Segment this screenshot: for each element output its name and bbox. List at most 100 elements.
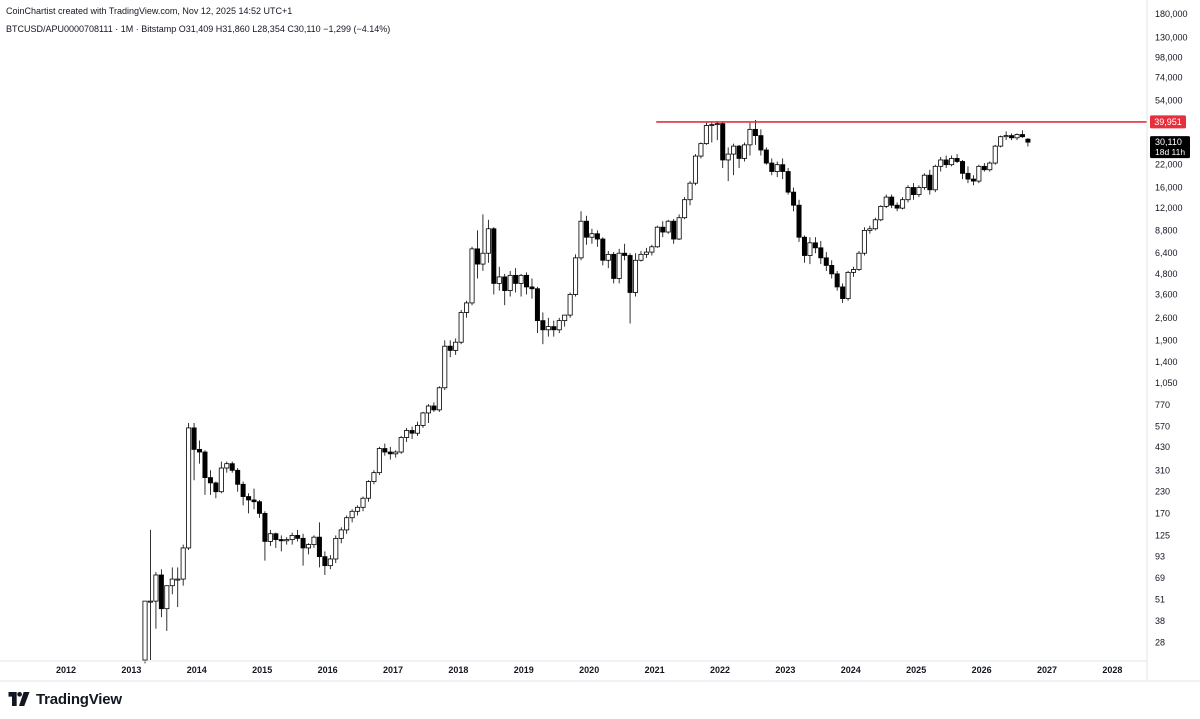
candle-body-down (960, 161, 966, 174)
candle (306, 543, 312, 555)
candle-body-down (300, 537, 306, 549)
price-axis[interactable]: 180,000 130,000 98,000 74,000 54,000 22,000 16… (1146, 0, 1188, 680)
candle (687, 181, 693, 206)
chart-credit: CoinChartist created with TradingView.co… (6, 6, 293, 16)
candle-body-up (692, 155, 698, 184)
resistance-price-label: 39,951 (1154, 117, 1182, 127)
candle-body-up (556, 320, 562, 331)
candle-body-down (894, 204, 900, 209)
candle-body-down (513, 274, 519, 284)
candle-body-up (453, 341, 459, 351)
price-tick-label: 8,800 (1155, 225, 1178, 235)
tradingview-brand[interactable]: TradingView (8, 688, 122, 710)
candle-body-up (545, 326, 551, 331)
candle (251, 488, 257, 510)
candle (545, 317, 551, 337)
candle (349, 509, 355, 523)
candle (840, 283, 846, 303)
time-tick-label: 2018 (448, 665, 468, 675)
candle-body-down (382, 448, 388, 453)
candle-body-up (485, 228, 491, 254)
candle (714, 120, 720, 141)
candle-body-down (600, 238, 606, 261)
price-tick-label: 54,000 (1155, 95, 1183, 105)
candle-body-down (611, 253, 617, 279)
candle-body-up (327, 558, 333, 567)
candle-body-up (747, 128, 753, 146)
candle-body-down (246, 496, 252, 501)
price-tick-label: 230 (1155, 487, 1170, 497)
candle-body-down (213, 482, 219, 493)
time-tick-label: 2024 (841, 665, 861, 675)
candle (409, 426, 415, 439)
candle-body-down (594, 233, 600, 240)
candle-body-down (801, 236, 807, 256)
candle-body-down (529, 286, 535, 290)
candle-body-down (447, 345, 453, 351)
candle (736, 144, 742, 169)
candle-body-up (638, 253, 644, 261)
candle-body-down (273, 533, 279, 540)
candle (447, 340, 453, 358)
candle-body-down (660, 226, 666, 233)
candle-body-up (851, 269, 857, 273)
candle-body-up (731, 145, 737, 155)
candle (229, 461, 235, 473)
candle (458, 309, 464, 345)
price-tick-label: 22,000 (1155, 160, 1183, 170)
candle (1003, 131, 1009, 141)
candle (480, 214, 486, 271)
candle-body-down (780, 164, 786, 172)
candle (425, 404, 431, 423)
candle (1019, 130, 1025, 138)
candle-body-up (714, 123, 720, 126)
candle (322, 551, 328, 575)
candle-body-up (371, 472, 377, 482)
candle (355, 505, 361, 516)
candle (796, 199, 802, 242)
candle-body-up (186, 427, 192, 549)
resistance-price-tag (1150, 115, 1186, 129)
candle (742, 142, 748, 162)
candle (611, 252, 617, 284)
candle-body-up (872, 219, 878, 230)
time-tick-label: 2028 (1102, 665, 1122, 675)
candle-body-down (720, 123, 726, 161)
candle (970, 175, 976, 186)
candle (393, 450, 399, 458)
candle-body-down (278, 539, 284, 542)
candle (589, 228, 595, 244)
candle (420, 411, 426, 428)
candle-body-up (742, 144, 748, 159)
candle (469, 246, 475, 306)
time-tick-label: 2022 (710, 665, 730, 675)
time-axis[interactable]: 2012 2013 2014 2015 2016 2017 2018 2019 2020 2021… (0, 660, 1200, 682)
candle-body-up (147, 600, 153, 603)
candle (404, 427, 410, 443)
candle (682, 197, 688, 220)
candle (311, 535, 317, 548)
candle-body-down (202, 451, 208, 479)
candle (861, 227, 867, 256)
candle (976, 164, 982, 184)
candle (365, 480, 371, 502)
time-tick-label: 2017 (383, 665, 403, 675)
candle-body-up (845, 271, 851, 299)
candle (622, 243, 628, 261)
candle-body-up (905, 187, 911, 201)
candle-body-up (267, 533, 273, 542)
candle-body-down (229, 463, 235, 471)
candle (829, 260, 835, 279)
candle-body-up (703, 125, 709, 145)
candle (954, 154, 960, 164)
candle-body-up (169, 578, 175, 587)
candle-body-down (791, 191, 797, 206)
time-tick-label: 2020 (579, 665, 599, 675)
candle (485, 219, 491, 263)
candle-body-up (360, 497, 366, 508)
candle (998, 135, 1004, 148)
candle-body-down (256, 501, 262, 514)
candle (812, 237, 818, 254)
candle-body-down (491, 228, 497, 284)
